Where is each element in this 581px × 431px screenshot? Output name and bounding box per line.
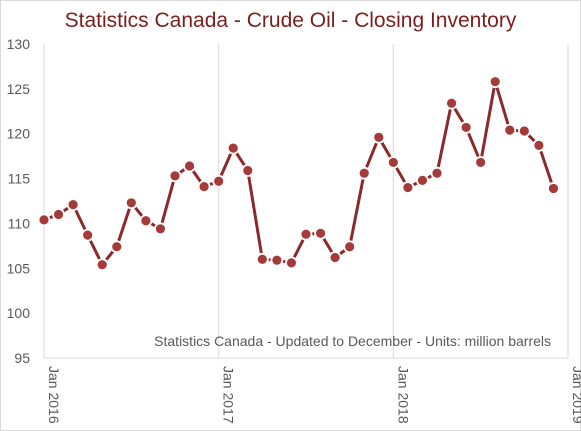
data-point [226,141,240,155]
data-point [357,166,371,180]
y-tick-label: 110 [8,215,31,231]
data-point [343,240,357,254]
y-tick-label: 115 [8,171,31,187]
y-tick-label: 95 [14,350,30,366]
data-point [416,173,429,187]
data-point [372,130,386,144]
data-point [52,208,65,221]
series-polyline [43,80,555,267]
x-tick-label: Jan 2018 [395,366,411,424]
data-point [139,214,153,228]
y-tick-label: 130 [7,36,31,52]
data-point [547,182,560,195]
data-point [270,253,284,267]
data-point [66,198,80,211]
data-point [154,222,167,236]
data-point [532,138,546,152]
data-point [459,121,473,134]
data-point [183,159,196,173]
x-axis-ticks: Jan 2016 Jan 2017 Jan 2018 Jan 2019 [46,366,581,424]
data-point [474,156,488,169]
data-point [95,258,109,272]
data-point [401,181,415,194]
y-tick-label: 120 [7,126,31,142]
data-point [314,226,327,240]
x-tick-label: Jan 2019 [570,366,581,424]
data-point [285,256,298,270]
data-point [328,251,342,264]
data-point [168,169,182,183]
y-axis-ticks: 95 100 105 110 115 120 125 130 [7,36,31,366]
data-point [430,166,444,180]
data-point [299,227,313,241]
data-point [110,240,124,254]
data-point [503,123,517,137]
data-point [241,164,255,177]
data-point [124,196,138,210]
y-tick-label: 125 [7,81,31,97]
data-point [488,75,502,89]
data-point [37,213,51,227]
x-tick-label: Jan 2016 [46,366,62,424]
chart-annotation: Statistics Canada - Updated to December … [154,333,551,349]
data-point [255,252,269,266]
chart-title: Statistics Canada - Crude Oil - Closing … [64,9,517,32]
y-tick-label: 100 [7,305,31,321]
data-point [517,124,531,138]
x-tick-label: Jan 2017 [221,366,237,424]
data-point [386,156,400,169]
series-line [43,80,555,267]
y-tick-label: 105 [7,260,31,276]
data-point [445,96,458,110]
data-point [197,180,211,194]
data-point [212,174,226,188]
gridlines [43,44,569,359]
series-points [37,75,560,272]
data-point [81,228,95,242]
